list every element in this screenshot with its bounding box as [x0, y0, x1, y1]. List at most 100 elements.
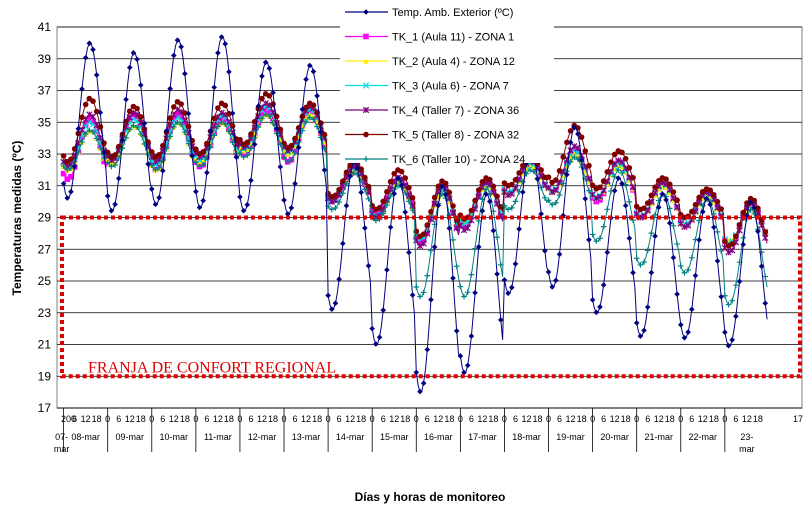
data-point	[384, 188, 390, 195]
data-point	[494, 271, 500, 277]
data-point	[505, 290, 511, 297]
x-hour-tick-label: 18	[488, 414, 498, 424]
data-point	[685, 267, 691, 273]
data-point	[380, 198, 387, 205]
data-point	[244, 139, 251, 146]
data-point	[608, 159, 614, 165]
data-point	[747, 207, 754, 213]
data-point	[611, 187, 618, 194]
data-point	[450, 237, 456, 243]
data-point	[384, 267, 390, 273]
data-point	[420, 237, 427, 244]
data-point	[148, 149, 155, 155]
data-point	[674, 197, 680, 203]
y-tick-label: 21	[38, 338, 52, 352]
data-point	[681, 334, 688, 341]
data-point	[71, 163, 78, 170]
data-point	[611, 151, 618, 158]
data-point	[490, 227, 497, 234]
data-point	[582, 196, 589, 202]
data-point	[314, 123, 320, 130]
data-point	[292, 180, 298, 187]
x-hour-tick-label: 6	[513, 414, 518, 424]
series-6	[60, 111, 769, 308]
data-point	[211, 115, 218, 122]
data-point	[248, 131, 254, 137]
y-tick-label: 23	[38, 306, 52, 320]
data-point	[358, 166, 364, 172]
data-point	[718, 293, 724, 300]
data-point	[508, 190, 516, 197]
x-day-label: mar	[54, 444, 70, 454]
data-point	[104, 149, 111, 156]
x-hour-tick-label: 6	[204, 414, 209, 424]
x-day-label: 07-	[55, 432, 68, 442]
data-point	[365, 262, 372, 269]
data-point	[446, 225, 453, 232]
data-point	[384, 202, 390, 208]
data-point	[505, 206, 511, 213]
data-point	[512, 261, 519, 267]
data-point	[527, 167, 533, 173]
legend: Temp. Amb. Exterior (ºC) TK_1 (Aula 11) -…	[340, 3, 554, 166]
data-point	[571, 124, 578, 131]
data-point	[512, 198, 519, 205]
data-point	[409, 194, 416, 201]
data-point	[134, 105, 140, 112]
data-point	[464, 220, 471, 227]
data-point	[512, 177, 519, 183]
legend-marker	[362, 106, 370, 114]
data-point	[597, 184, 603, 191]
data-point	[376, 209, 383, 216]
data-point	[281, 154, 287, 161]
data-point	[365, 183, 372, 190]
data-point	[112, 162, 118, 168]
x-hour-tick-label: 6	[469, 414, 474, 424]
data-point	[159, 142, 166, 149]
data-point	[596, 193, 604, 201]
data-point	[90, 129, 96, 135]
data-point	[593, 309, 600, 316]
data-point	[663, 176, 669, 182]
data-point	[244, 152, 251, 159]
data-point	[79, 139, 85, 145]
data-point	[90, 118, 96, 125]
data-point	[104, 157, 111, 163]
data-point	[163, 128, 170, 134]
data-point	[751, 210, 758, 217]
x-hour-tick-label: 6	[337, 414, 342, 424]
data-point	[597, 235, 603, 242]
data-point	[659, 191, 666, 197]
data-point	[222, 102, 229, 109]
data-point	[688, 208, 695, 215]
data-point	[460, 226, 468, 234]
data-point	[718, 206, 724, 212]
data-point	[207, 143, 214, 150]
data-point	[259, 73, 265, 79]
data-point	[468, 271, 475, 278]
data-point	[472, 289, 478, 296]
x-hour-tick-label: 12	[345, 414, 355, 424]
data-point	[167, 85, 173, 92]
data-point	[145, 161, 151, 167]
data-point	[736, 278, 743, 285]
data-point	[461, 222, 467, 229]
data-point	[317, 129, 324, 135]
data-point	[622, 155, 629, 162]
data-point	[593, 195, 600, 202]
data-point	[674, 241, 680, 247]
data-point	[248, 145, 254, 152]
data-point	[347, 173, 353, 179]
y-tick-label: 17	[38, 401, 52, 415]
data-point	[185, 110, 192, 117]
data-point	[332, 205, 339, 211]
x-hour-tick-label: 18	[753, 414, 763, 424]
data-point	[321, 167, 328, 173]
legend-item: TK_3 (Aula 6) - ZONA 7	[345, 81, 509, 93]
x-hour-tick-label: 6	[293, 414, 298, 424]
data-point	[416, 242, 424, 250]
data-point	[369, 325, 375, 332]
data-point	[681, 223, 688, 231]
data-point	[722, 329, 728, 336]
data-point	[60, 163, 67, 169]
